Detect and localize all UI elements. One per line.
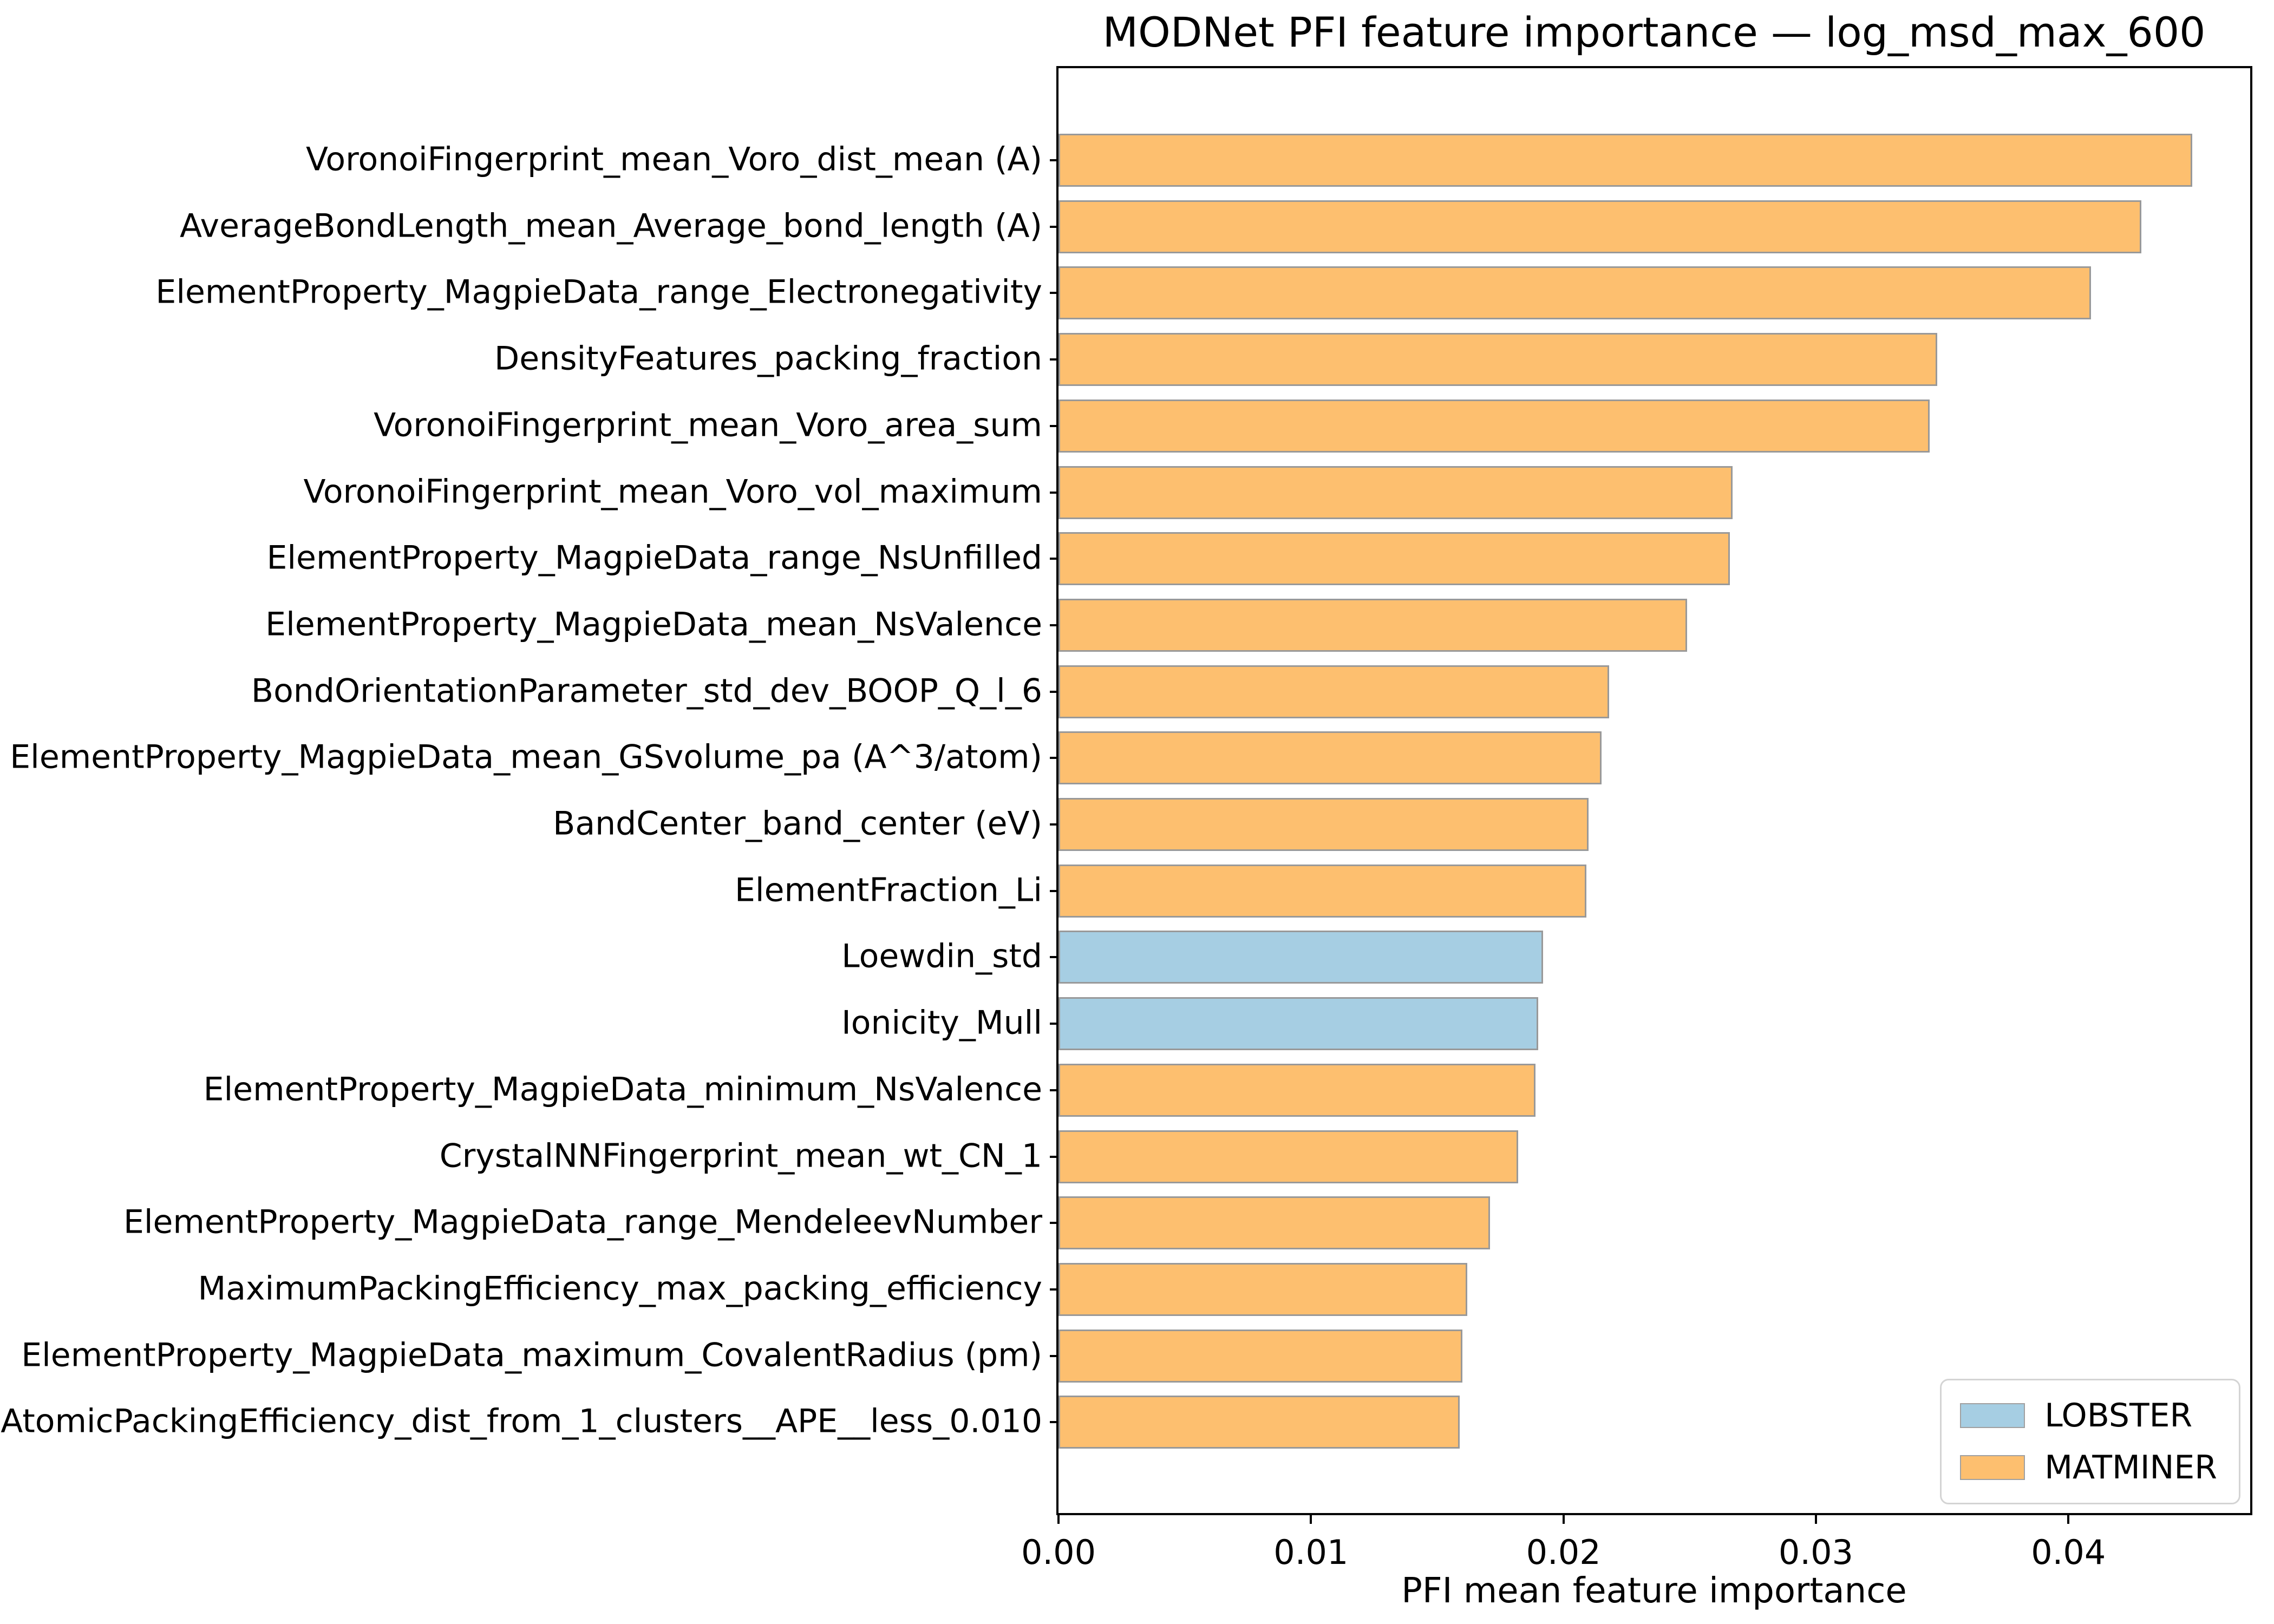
legend: LOBSTER MATMINER	[1940, 1379, 2240, 1504]
y-tick-label: ElementProperty_MagpieData_mean_GSvolume…	[10, 738, 1042, 776]
y-tick-label: VoronoiFingerprint_mean_Voro_dist_mean (…	[306, 140, 1042, 179]
legend-label: MATMINER	[2044, 1449, 2217, 1487]
bar-ElementProperty_MagpieData_mean_NsValence	[1058, 598, 1687, 652]
bar-ElementProperty_MagpieData_range_MendeleevNumber	[1058, 1196, 1490, 1250]
bar-VoronoiFingerprint_mean_Voro_dist_mean (A)	[1058, 134, 2192, 187]
x-tick-label: 0.04	[2031, 1533, 2106, 1572]
y-tick-label: BondOrientationParameter_std_dev_BOOP_Q_…	[251, 672, 1042, 710]
y-tick-mark	[1050, 823, 1058, 826]
x-tick-label: 0.03	[1778, 1533, 1853, 1572]
bar-DensityFeatures_packing_fraction	[1058, 333, 1937, 387]
y-tick-label: AtomicPackingEfficiency_dist_from_1_clus…	[1, 1402, 1042, 1440]
x-tick-mark	[1057, 1515, 1060, 1524]
bar-ElementProperty_MagpieData_minimum_NsValence	[1058, 1063, 1535, 1117]
chart-title: MODNet PFI feature importance — log_msd_…	[1102, 8, 2206, 56]
bar-Loewdin_std	[1058, 931, 1543, 984]
x-tick-mark	[1562, 1515, 1565, 1524]
legend-entry-matminer: MATMINER	[1960, 1449, 2217, 1487]
y-tick-mark	[1050, 956, 1058, 959]
y-tick-label: DensityFeatures_packing_fraction	[494, 339, 1042, 378]
y-tick-mark	[1050, 1288, 1058, 1291]
y-tick-label: Ionicity_Mull	[841, 1004, 1042, 1042]
y-tick-label: VoronoiFingerprint_mean_Voro_vol_maximum	[303, 473, 1042, 511]
y-tick-mark	[1050, 690, 1058, 693]
y-tick-label: AverageBondLength_mean_Average_bond_leng…	[180, 207, 1042, 245]
y-tick-mark	[1050, 1421, 1058, 1424]
bar-AtomicPackingEfficiency_dist_from_1_clusters__APE__less_0.010	[1058, 1396, 1460, 1449]
y-tick-mark	[1050, 292, 1058, 294]
bar-Ionicity_Mull	[1058, 997, 1538, 1051]
x-tick-label: 0.00	[1021, 1533, 1096, 1572]
y-tick-mark	[1050, 558, 1058, 560]
y-tick-mark	[1050, 1023, 1058, 1025]
bar-VoronoiFingerprint_mean_Voro_area_sum	[1058, 399, 1930, 453]
y-tick-mark	[1050, 1155, 1058, 1158]
y-tick-label: ElementProperty_MagpieData_minimum_NsVal…	[203, 1070, 1042, 1109]
bar-BandCenter_band_center (eV)	[1058, 798, 1589, 851]
bar-ElementProperty_MagpieData_mean_GSvolume_pa (A^3/atom)	[1058, 731, 1602, 785]
y-tick-mark	[1050, 1222, 1058, 1224]
y-tick-label: MaximumPackingEfficiency_max_packing_eff…	[198, 1269, 1042, 1308]
y-tick-label: VoronoiFingerprint_mean_Voro_area_sum	[374, 406, 1042, 444]
bar-BondOrientationParameter_std_dev_BOOP_Q_l_6	[1058, 665, 1609, 718]
legend-swatch-matminer	[1960, 1455, 2025, 1480]
y-tick-mark	[1050, 1354, 1058, 1357]
y-tick-label: ElementProperty_MagpieData_range_Mendele…	[123, 1203, 1042, 1241]
bar-CrystalNNFingerprint_mean_wt_CN_1	[1058, 1130, 1518, 1183]
x-tick-label: 0.01	[1273, 1533, 1349, 1572]
y-tick-label: CrystalNNFingerprint_mean_wt_CN_1	[439, 1137, 1042, 1175]
x-tick-mark	[1310, 1515, 1312, 1524]
bar-ElementFraction_Li	[1058, 864, 1586, 918]
bar-VoronoiFingerprint_mean_Voro_vol_maximum	[1058, 466, 1733, 519]
y-tick-mark	[1050, 624, 1058, 626]
bar-AverageBondLength_mean_Average_bond_length (A)	[1058, 200, 2141, 253]
legend-label: LOBSTER	[2044, 1397, 2193, 1435]
y-tick-label: Loewdin_std	[841, 937, 1042, 975]
bar-ElementProperty_MagpieData_range_NsUnfilled	[1058, 532, 1730, 586]
x-tick-label: 0.02	[1526, 1533, 1601, 1572]
y-tick-mark	[1050, 159, 1058, 161]
y-tick-mark	[1050, 424, 1058, 427]
y-axis-labels: VoronoiFingerprint_mean_Voro_dist_mean (…	[0, 0, 1042, 1624]
x-tick-mark	[2067, 1515, 2070, 1524]
y-tick-label: ElementProperty_MagpieData_range_Electro…	[155, 273, 1042, 311]
y-tick-mark	[1050, 358, 1058, 361]
y-tick-mark	[1050, 1089, 1058, 1091]
y-tick-label: BandCenter_band_center (eV)	[553, 804, 1042, 843]
y-tick-mark	[1050, 757, 1058, 759]
y-tick-label: ElementFraction_Li	[734, 871, 1042, 909]
y-tick-label: ElementProperty_MagpieData_range_NsUnfil…	[266, 539, 1042, 577]
bar-ElementProperty_MagpieData_range_Electronegativity	[1058, 266, 2091, 320]
x-axis-label: PFI mean feature importance	[1401, 1571, 1907, 1611]
y-tick-label: ElementProperty_MagpieData_mean_NsValenc…	[265, 605, 1042, 644]
y-tick-mark	[1050, 225, 1058, 228]
bar-MaximumPackingEfficiency_max_packing_efficiency	[1058, 1262, 1467, 1316]
legend-entry-lobster: LOBSTER	[1960, 1397, 2217, 1435]
y-tick-mark	[1050, 889, 1058, 892]
plot-area: LOBSTER MATMINER	[1056, 66, 2252, 1515]
x-tick-mark	[1814, 1515, 1817, 1524]
y-tick-mark	[1050, 491, 1058, 494]
y-tick-label: ElementProperty_MagpieData_maximum_Coval…	[21, 1336, 1042, 1374]
bar-ElementProperty_MagpieData_maximum_CovalentRadius (pm)	[1058, 1329, 1462, 1383]
legend-swatch-lobster	[1960, 1403, 2025, 1428]
